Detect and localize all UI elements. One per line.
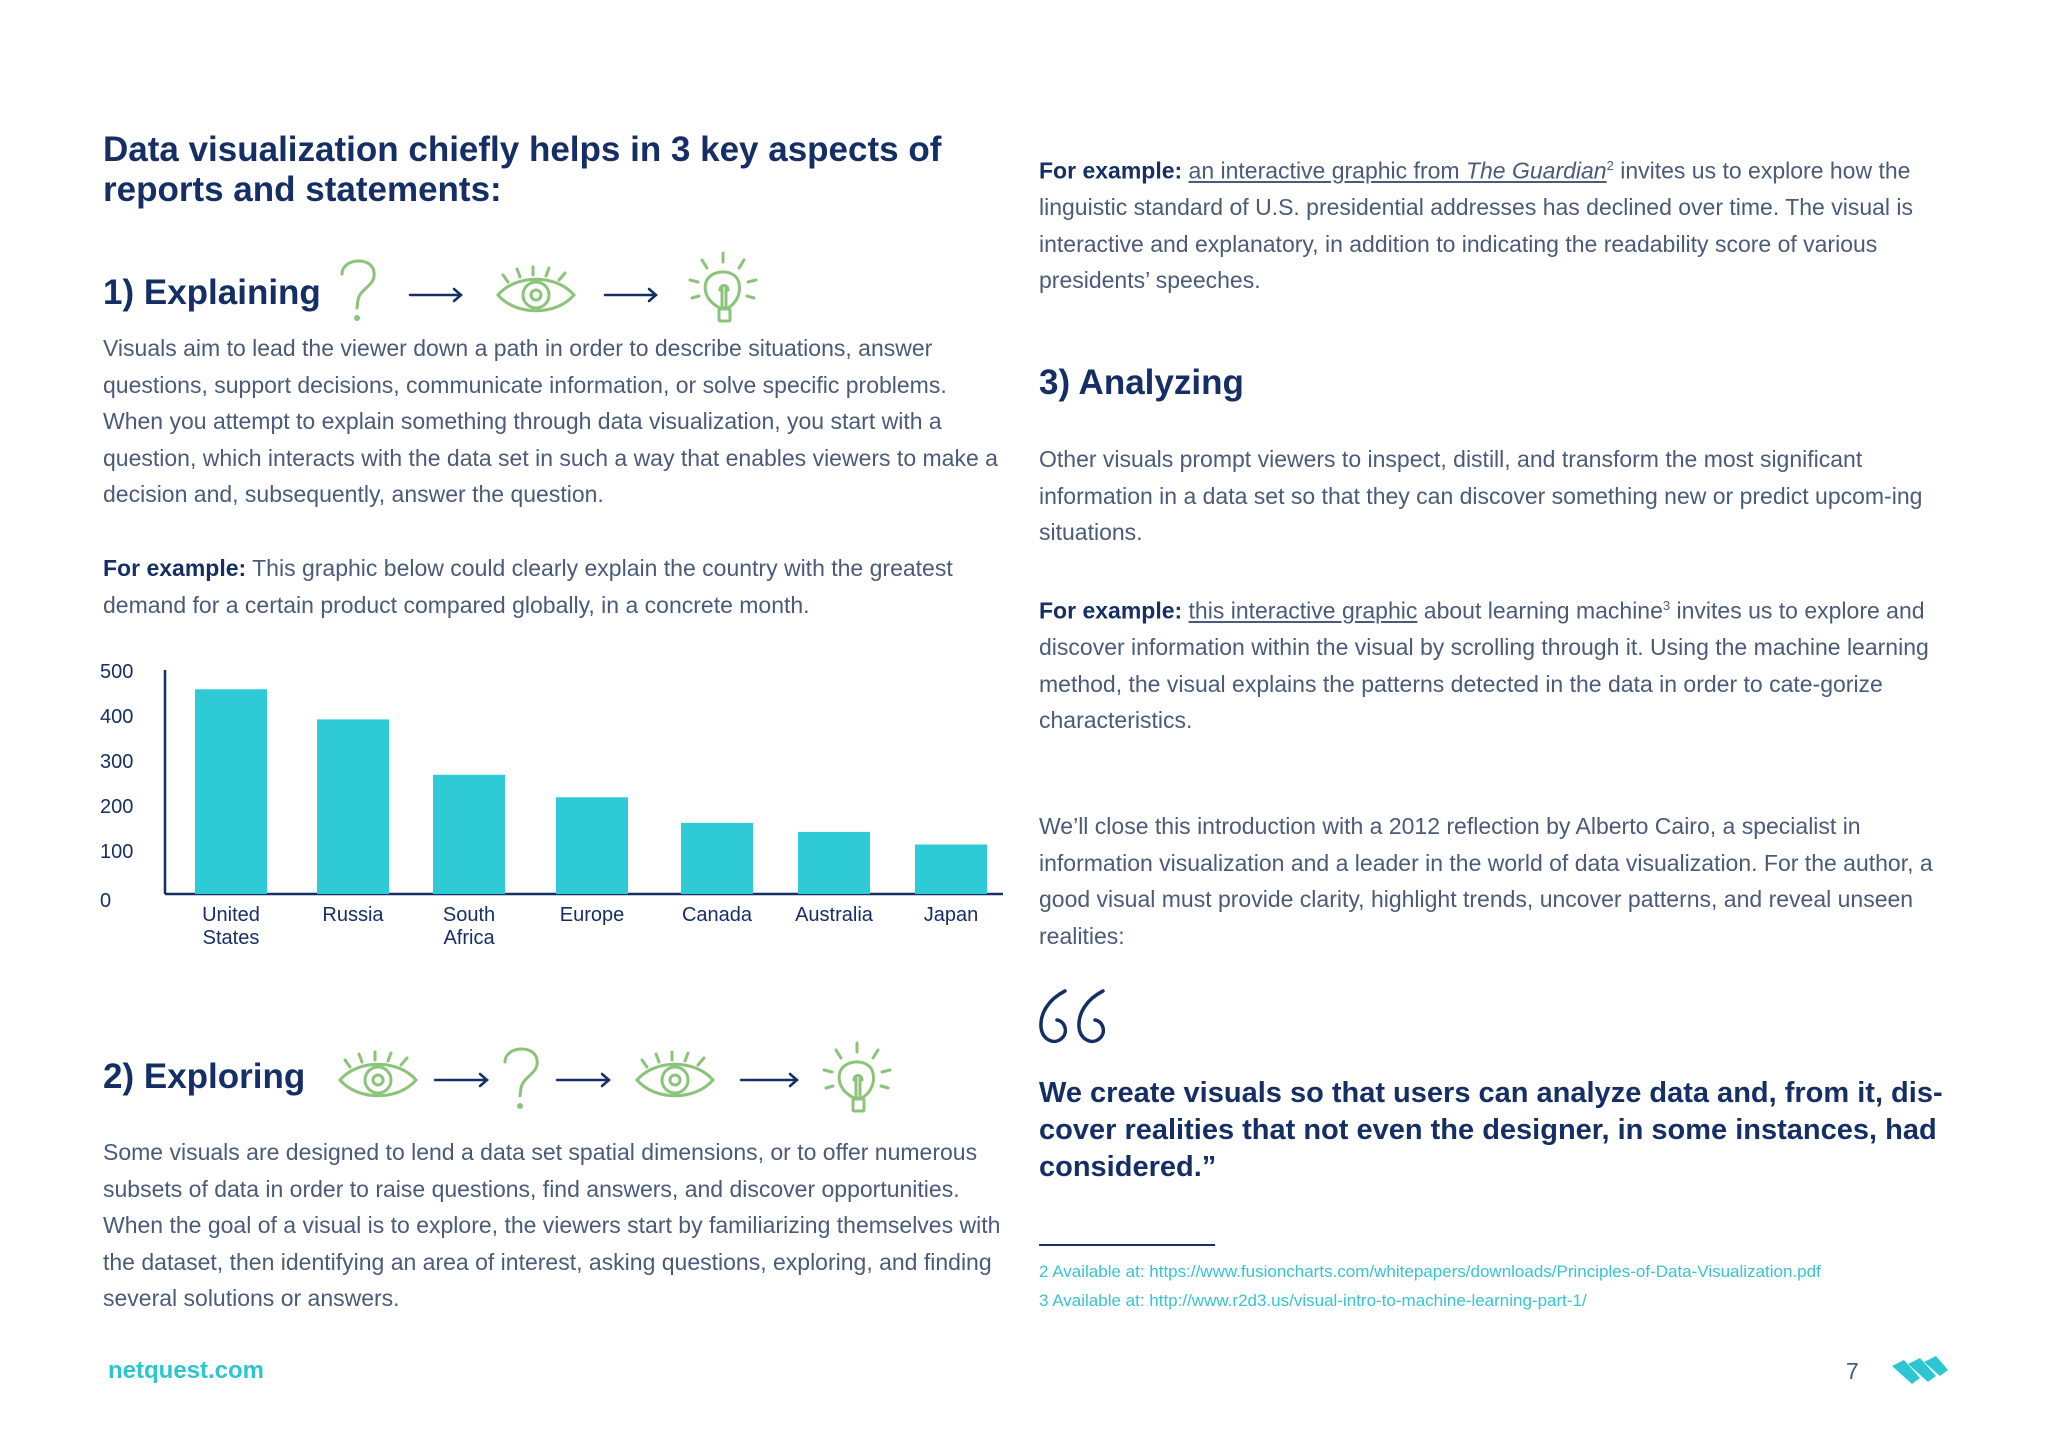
bar-japan [915, 844, 987, 894]
bar-south-africa [433, 774, 505, 894]
guardian-link[interactable]: an interactive graphic from The Guardian [1188, 157, 1607, 184]
netquest-logo-icon [1892, 1356, 1948, 1384]
bar-united-states [195, 689, 267, 894]
footnote-ref-3: 3 [1662, 598, 1671, 613]
cairo-quote: We create visuals so that users can anal… [1039, 1077, 1943, 1183]
analyzing-title: 3) Analyzing [1039, 363, 1244, 402]
quote-mark-icon [1039, 989, 1106, 1044]
page-title: Data visualization chiefly helps in 3 ke… [103, 130, 942, 209]
arrow-right-icon [555, 1072, 611, 1088]
eye-icon [338, 1050, 418, 1098]
explaining-title: 1) Explaining [103, 273, 321, 312]
lightbulb-icon [822, 1041, 892, 1113]
y-tick-label: 500 [100, 661, 133, 683]
bar-canada [681, 822, 753, 894]
example-text: This graphic below could clearly explain… [103, 555, 953, 618]
y-tick-label: 300 [100, 751, 133, 773]
x-tick-label: Japan [924, 904, 979, 926]
arrow-right-icon [433, 1072, 489, 1088]
x-tick-label: South Africa [443, 904, 496, 949]
footnote-ref-2: 2 [1606, 158, 1614, 173]
y-tick-label: 400 [100, 706, 133, 728]
example-label: For example: [1039, 597, 1183, 624]
footnote-divider [1039, 1244, 1215, 1246]
analyzing-example: For example: this interactive graphic ab… [1039, 597, 1929, 734]
x-tick-label: United States [202, 904, 260, 949]
x-tick-label: Russia [322, 904, 384, 926]
explaining-flow-diagram [340, 251, 758, 323]
arrow-right-icon [739, 1072, 799, 1088]
guardian-example-text: invites us to explore how the linguistic… [1039, 157, 1914, 294]
footnote-2[interactable]: 2 Available at: https://www.fusioncharts… [1039, 1262, 1821, 1281]
footer-brand-link[interactable]: netquest.com [108, 1357, 265, 1384]
x-tick-label: Canada [682, 904, 753, 926]
lightbulb-icon [688, 251, 758, 323]
explaining-body: Visuals aim to lead the viewer down a pa… [103, 335, 998, 507]
bar-russia [317, 719, 389, 894]
bar-chart: 0 100 200 300 400 500 United States Russia South… [100, 661, 1003, 949]
footnotes: 2 Available at: https://www.fusioncharts… [1039, 1257, 1821, 1315]
explaining-example: For example: This graphic below could cl… [103, 550, 1013, 623]
x-tick-label: Europe [560, 904, 625, 926]
exploring-body: Some visuals are designed to lend a data… [103, 1139, 1001, 1311]
page-number: 7 [1846, 1358, 1859, 1384]
example-label: For example: [103, 555, 247, 581]
eye-icon [496, 265, 576, 313]
eye-icon [635, 1050, 715, 1098]
arrow-right-icon [603, 287, 658, 303]
bar-australia [798, 831, 870, 894]
x-tick-label: Australia [795, 904, 874, 926]
question-icon [503, 1047, 539, 1109]
exploring-flow-diagram [338, 1041, 892, 1113]
footnote-3[interactable]: 3 Available at: http://www.r2d3.us/visua… [1039, 1291, 1587, 1310]
bar-europe [556, 797, 628, 894]
guardian-example: For example: an interactive graphic from… [1039, 148, 1959, 299]
r2d3-link[interactable]: this interactive graphic [1188, 597, 1418, 624]
arrow-right-icon [408, 287, 463, 303]
y-tick-label: 100 [100, 841, 133, 863]
closing-paragraph: We’ll close this introduction with a 201… [1039, 813, 1933, 949]
analyzing-body: Other visuals prompt viewers to inspect,… [1039, 446, 1923, 545]
question-icon [340, 259, 376, 321]
y-tick-label: 0 [100, 890, 111, 912]
exploring-title: 2) Exploring [103, 1057, 306, 1096]
example-label: For example: [1039, 157, 1183, 184]
y-tick-label: 200 [100, 796, 133, 818]
